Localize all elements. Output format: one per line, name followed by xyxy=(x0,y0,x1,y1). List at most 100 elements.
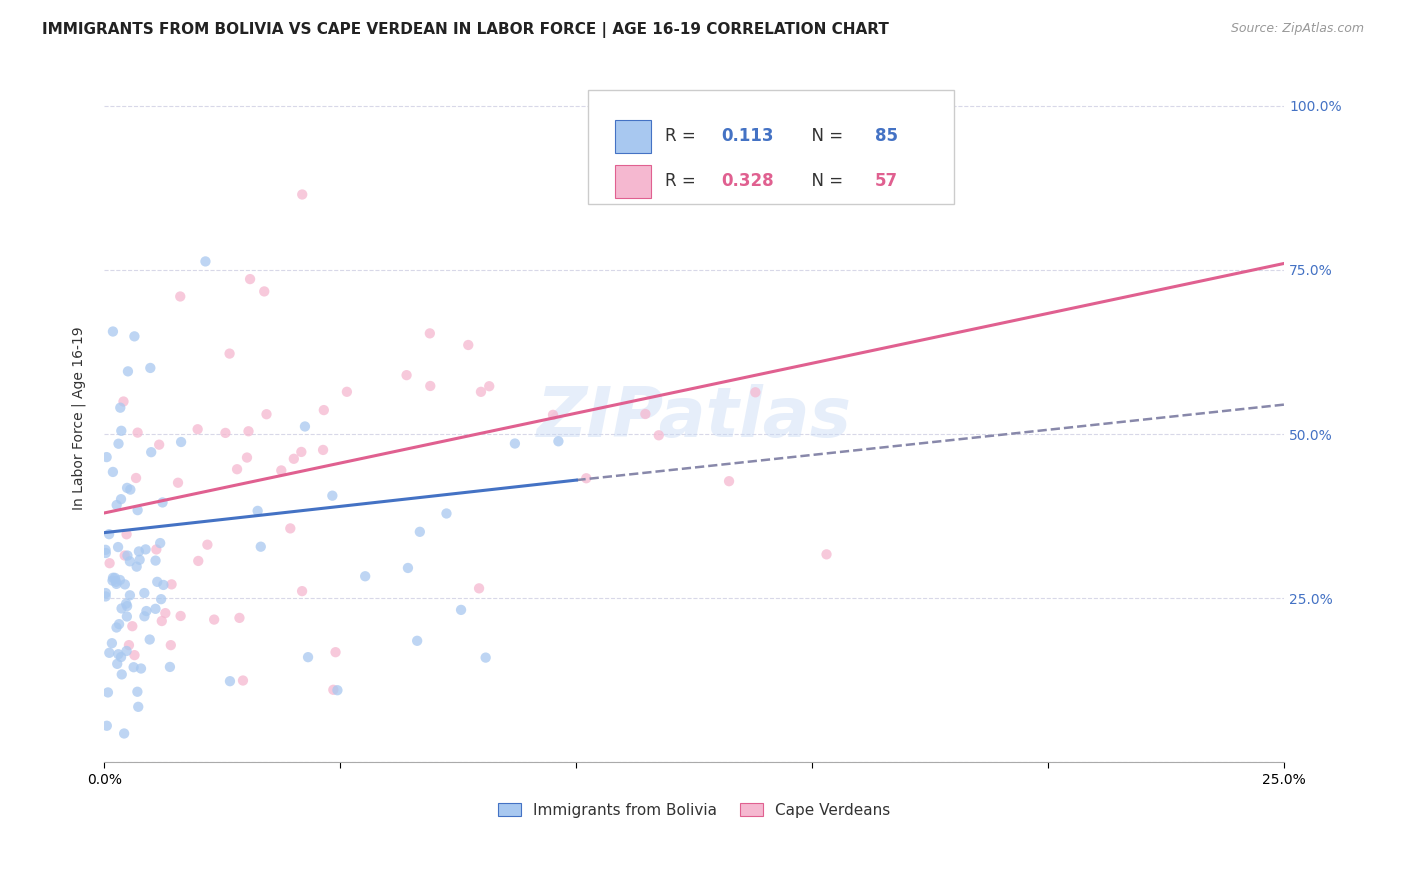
Point xyxy=(468,582,491,596)
Point xyxy=(107,436,129,450)
Point xyxy=(115,599,138,613)
Point xyxy=(218,346,240,360)
Point xyxy=(219,674,242,689)
Point xyxy=(125,471,148,485)
Point xyxy=(124,329,146,343)
Point xyxy=(239,272,262,286)
Y-axis label: In Labor Force | Age 16-19: In Labor Force | Age 16-19 xyxy=(72,326,86,509)
Text: N =: N = xyxy=(800,172,848,190)
Point xyxy=(575,471,598,485)
Point xyxy=(101,574,124,588)
Point xyxy=(101,636,124,650)
Point xyxy=(107,647,129,661)
Point xyxy=(336,384,359,399)
Point xyxy=(122,660,145,674)
Text: R =: R = xyxy=(665,172,702,190)
FancyBboxPatch shape xyxy=(588,90,953,204)
Point xyxy=(321,489,343,503)
Point xyxy=(101,571,124,585)
Point xyxy=(744,385,766,400)
Point xyxy=(110,601,132,615)
Point xyxy=(125,559,148,574)
Point xyxy=(94,546,117,560)
Point xyxy=(150,614,173,628)
Point xyxy=(155,606,177,620)
Point xyxy=(134,609,156,624)
Point xyxy=(152,578,174,592)
Point xyxy=(128,553,150,567)
Point xyxy=(236,450,259,465)
Point xyxy=(226,462,249,476)
Point xyxy=(648,428,671,442)
Point xyxy=(135,604,157,618)
Point xyxy=(114,549,136,563)
Point xyxy=(94,590,117,604)
Point xyxy=(395,368,418,383)
Point xyxy=(115,597,138,611)
Point xyxy=(110,650,132,665)
Point xyxy=(503,436,526,450)
Point xyxy=(110,492,132,507)
Point xyxy=(187,422,209,436)
Point xyxy=(134,586,156,600)
Point xyxy=(270,463,292,477)
Point xyxy=(105,657,128,671)
Point xyxy=(114,577,136,591)
Point xyxy=(202,613,225,627)
Point xyxy=(108,617,131,632)
Point xyxy=(291,584,314,599)
Point xyxy=(312,442,335,457)
Text: N =: N = xyxy=(800,128,848,145)
Text: 0.113: 0.113 xyxy=(721,128,775,145)
Point xyxy=(815,547,838,561)
Point xyxy=(105,498,128,512)
Point xyxy=(127,503,149,517)
Point xyxy=(120,483,142,497)
Point xyxy=(105,574,128,589)
Point xyxy=(187,554,209,568)
Point xyxy=(409,524,432,539)
Point xyxy=(406,633,429,648)
Point xyxy=(112,726,135,740)
Point xyxy=(419,326,441,341)
Point xyxy=(290,445,312,459)
Point xyxy=(547,434,569,449)
Text: Source: ZipAtlas.com: Source: ZipAtlas.com xyxy=(1230,22,1364,36)
Point xyxy=(101,325,124,339)
Point xyxy=(127,685,149,699)
Point xyxy=(541,408,564,422)
Point xyxy=(322,682,344,697)
Point xyxy=(197,538,219,552)
Point xyxy=(105,577,128,591)
FancyBboxPatch shape xyxy=(616,165,651,198)
Point xyxy=(228,611,250,625)
Point xyxy=(94,542,117,557)
Point xyxy=(169,609,191,624)
Point xyxy=(232,673,254,688)
Point xyxy=(145,553,167,567)
Point xyxy=(159,660,181,674)
Text: 0.328: 0.328 xyxy=(721,172,775,190)
Point xyxy=(135,542,157,557)
Point xyxy=(325,645,347,659)
Point xyxy=(457,338,479,352)
Point xyxy=(478,379,501,393)
Point xyxy=(436,507,458,521)
Point xyxy=(283,451,305,466)
Point xyxy=(111,667,134,681)
Point xyxy=(127,699,149,714)
Point xyxy=(194,254,217,268)
Point xyxy=(246,504,269,518)
Point xyxy=(145,602,167,616)
Legend: Immigrants from Bolivia, Cape Verdeans: Immigrants from Bolivia, Cape Verdeans xyxy=(492,797,897,823)
Point xyxy=(159,638,181,652)
Point xyxy=(149,536,172,550)
Point xyxy=(291,187,314,202)
Point xyxy=(115,609,138,624)
Point xyxy=(718,474,741,488)
Point xyxy=(105,620,128,634)
Point xyxy=(214,425,236,440)
Point xyxy=(470,384,492,399)
Point xyxy=(118,554,141,568)
Point xyxy=(97,685,120,699)
